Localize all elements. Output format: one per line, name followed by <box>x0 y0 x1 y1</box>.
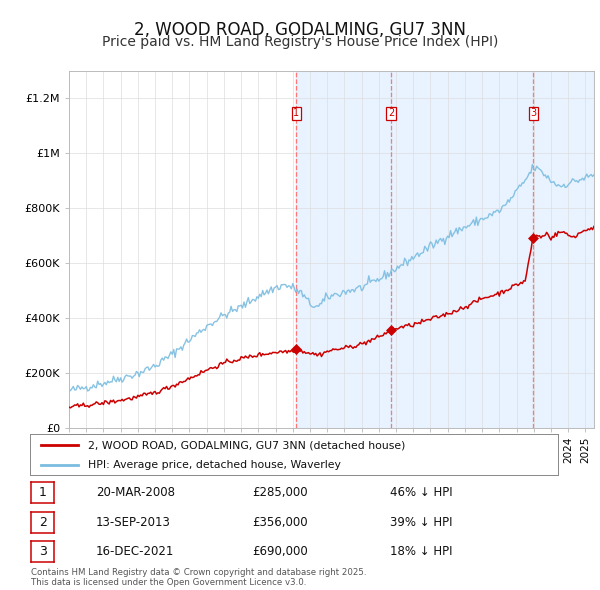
Bar <box>391 71 533 428</box>
Text: 2: 2 <box>388 108 394 118</box>
Text: £690,000: £690,000 <box>252 545 308 558</box>
Text: HPI: Average price, detached house, Waverley: HPI: Average price, detached house, Wave… <box>88 460 341 470</box>
Text: 2: 2 <box>38 516 47 529</box>
Bar <box>533 71 594 428</box>
Text: 3: 3 <box>530 108 536 118</box>
Text: 3: 3 <box>38 545 47 558</box>
Text: 2, WOOD ROAD, GODALMING, GU7 3NN (detached house): 2, WOOD ROAD, GODALMING, GU7 3NN (detach… <box>88 440 406 450</box>
Text: 20-MAR-2008: 20-MAR-2008 <box>96 486 175 499</box>
Text: £356,000: £356,000 <box>252 516 308 529</box>
Text: Price paid vs. HM Land Registry's House Price Index (HPI): Price paid vs. HM Land Registry's House … <box>102 35 498 50</box>
Bar <box>296 71 391 428</box>
Text: 1: 1 <box>38 486 47 499</box>
Text: 1: 1 <box>293 108 299 118</box>
Text: Contains HM Land Registry data © Crown copyright and database right 2025.
This d: Contains HM Land Registry data © Crown c… <box>31 568 367 587</box>
Text: 16-DEC-2021: 16-DEC-2021 <box>96 545 175 558</box>
Text: 18% ↓ HPI: 18% ↓ HPI <box>390 545 452 558</box>
Text: 13-SEP-2013: 13-SEP-2013 <box>96 516 171 529</box>
Text: 46% ↓ HPI: 46% ↓ HPI <box>390 486 452 499</box>
Text: 39% ↓ HPI: 39% ↓ HPI <box>390 516 452 529</box>
Text: 2, WOOD ROAD, GODALMING, GU7 3NN: 2, WOOD ROAD, GODALMING, GU7 3NN <box>134 21 466 39</box>
Text: £285,000: £285,000 <box>252 486 308 499</box>
